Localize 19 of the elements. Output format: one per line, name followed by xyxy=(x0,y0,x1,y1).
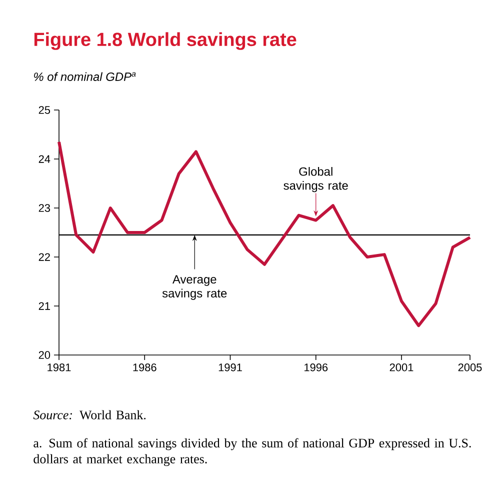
y-tick-label: 25 xyxy=(38,106,50,114)
x-tick-label: 1986 xyxy=(133,364,156,372)
y-tick-label: 21 xyxy=(38,302,50,310)
x-tick-label: 2005 xyxy=(458,364,482,372)
y-axis-title: % of nominal GDP$^{a}$ xyxy=(34,72,136,81)
chart-title: Figure 1.8 World savings rate xyxy=(34,32,296,50)
y-tick-label: 20 xyxy=(38,351,50,359)
x-tick-label: 1981 xyxy=(48,364,71,372)
y-tick-label: 24 xyxy=(38,155,50,163)
annotation: Global savings rate xyxy=(284,167,348,192)
x-tick-label: 2001 xyxy=(390,364,414,372)
x-tick-label: 1996 xyxy=(304,364,328,372)
y-tick-label: 23 xyxy=(38,204,50,212)
x-tick-label: 1991 xyxy=(218,364,242,372)
y-tick-label: 22 xyxy=(38,253,50,261)
text: a. Sum of national savings divided by the sum of national GDP expressed in U.S. dollars at market exchange rates. xyxy=(34,438,471,466)
ref-line-label: Average savings rate xyxy=(162,275,227,300)
text: Source: World Bank. xyxy=(33,410,146,420)
line-series xyxy=(58,140,472,328)
